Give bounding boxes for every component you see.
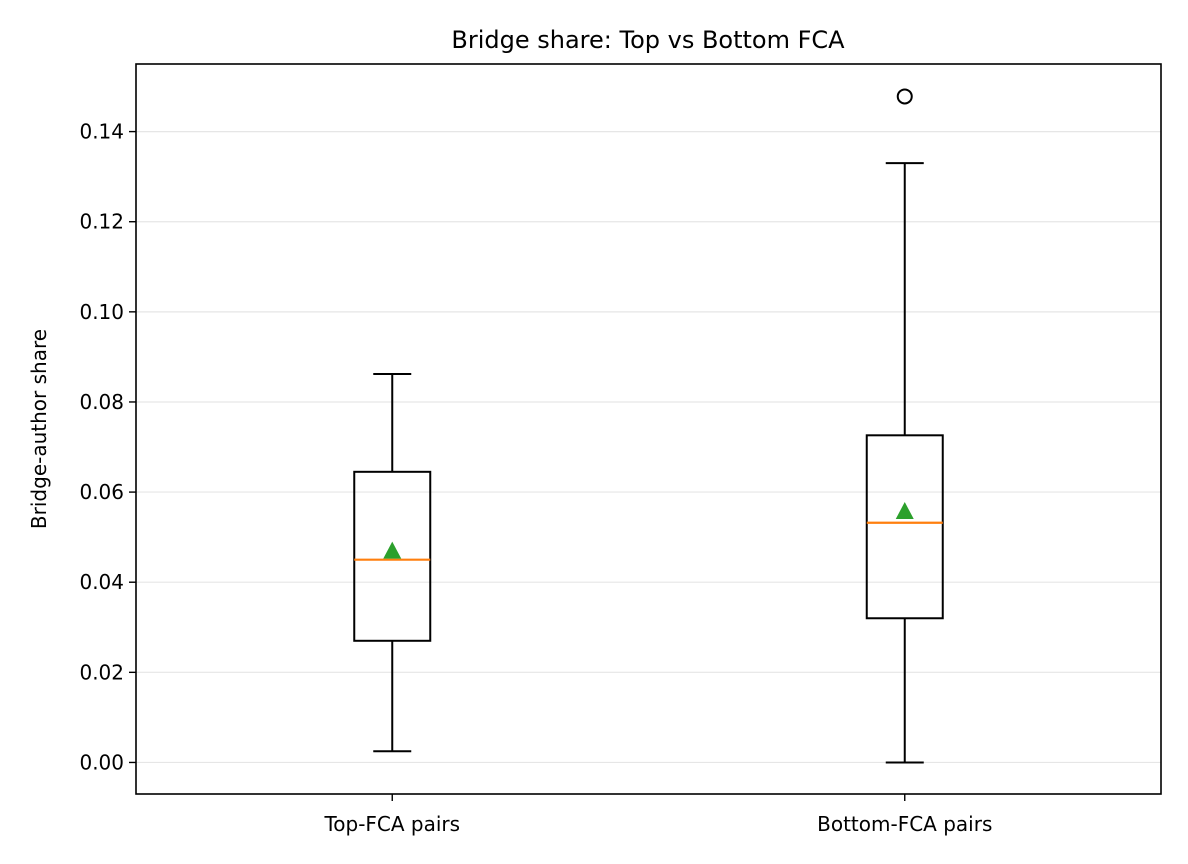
box-plot-top-fca-pairs bbox=[353, 373, 432, 753]
box-plot-bottom-fca-pairs bbox=[865, 88, 944, 764]
mean-marker bbox=[383, 541, 402, 559]
box bbox=[353, 470, 432, 642]
y-tick-label: 0.08 bbox=[79, 390, 124, 414]
y-tick-label: 0.04 bbox=[79, 570, 124, 594]
y-tick-label: 0.14 bbox=[79, 120, 124, 144]
y-axis-label: Bridge-author share bbox=[27, 329, 51, 529]
x-axis: Top-FCA pairs Bottom-FCA pairs bbox=[323, 794, 992, 836]
box bbox=[865, 434, 944, 620]
y-tick-label: 0.02 bbox=[79, 660, 124, 684]
y-tick-label: 0.10 bbox=[79, 300, 124, 324]
y-tick-label: 0.00 bbox=[79, 750, 124, 774]
y-tick-label: 0.06 bbox=[79, 480, 124, 504]
x-tick-label: Bottom-FCA pairs bbox=[817, 812, 992, 836]
grid-lines bbox=[136, 130, 1161, 764]
y-axis: 0.00 0.02 0.04 0.06 0.08 0.10 0.12 0.14 bbox=[79, 120, 136, 774]
outlier-point bbox=[896, 88, 913, 105]
mean-marker bbox=[895, 502, 914, 520]
box-plots bbox=[353, 88, 944, 764]
plot-frame bbox=[135, 63, 1162, 795]
chart-title: Bridge share: Top vs Bottom FCA bbox=[451, 26, 845, 54]
x-tick-label: Top-FCA pairs bbox=[323, 812, 460, 836]
y-tick-label: 0.12 bbox=[79, 210, 124, 234]
